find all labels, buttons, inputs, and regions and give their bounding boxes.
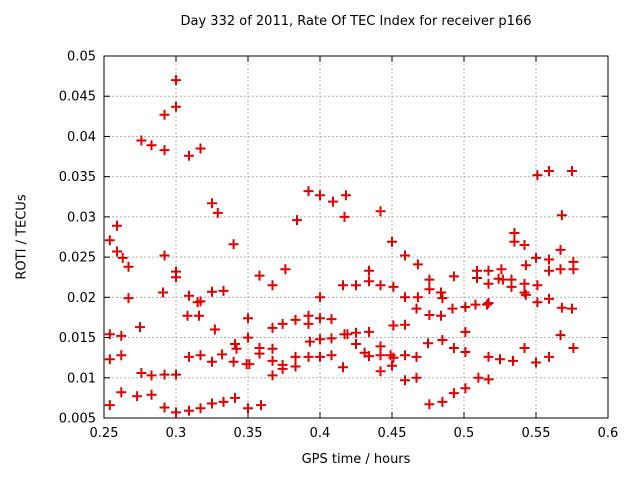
y-tick-label: 0.005 [59,412,96,427]
scatter-points [104,75,579,418]
x-tick-label: 0.45 [378,426,407,441]
x-tick-label: 0.25 [90,426,119,441]
x-tick-label: 0.35 [234,426,263,441]
y-tick-label: 0.02 [67,291,96,306]
chart-title: Day 332 of 2011, Rate Of TEC Index for r… [180,14,532,29]
y-tick-label: 0.035 [59,170,96,185]
y-tick-label: 0.025 [59,251,96,266]
x-tick-label: 0.6 [598,426,619,441]
x-tick-label: 0.55 [522,426,551,441]
y-tick-label: 0.01 [67,371,96,386]
x-tick-label: 0.5 [454,426,475,441]
y-tick-label: 0.03 [67,210,96,225]
y-tick-label: 0.05 [67,50,96,65]
x-tick-label: 0.4 [310,426,331,441]
y-tick-label: 0.015 [59,331,96,346]
y-tick-label: 0.04 [67,130,96,145]
plot-frame [103,55,609,419]
x-axis-label: GPS time / hours [301,452,411,467]
x-tick-label: 0.3 [166,426,187,441]
y-tick-label: 0.045 [59,90,96,105]
